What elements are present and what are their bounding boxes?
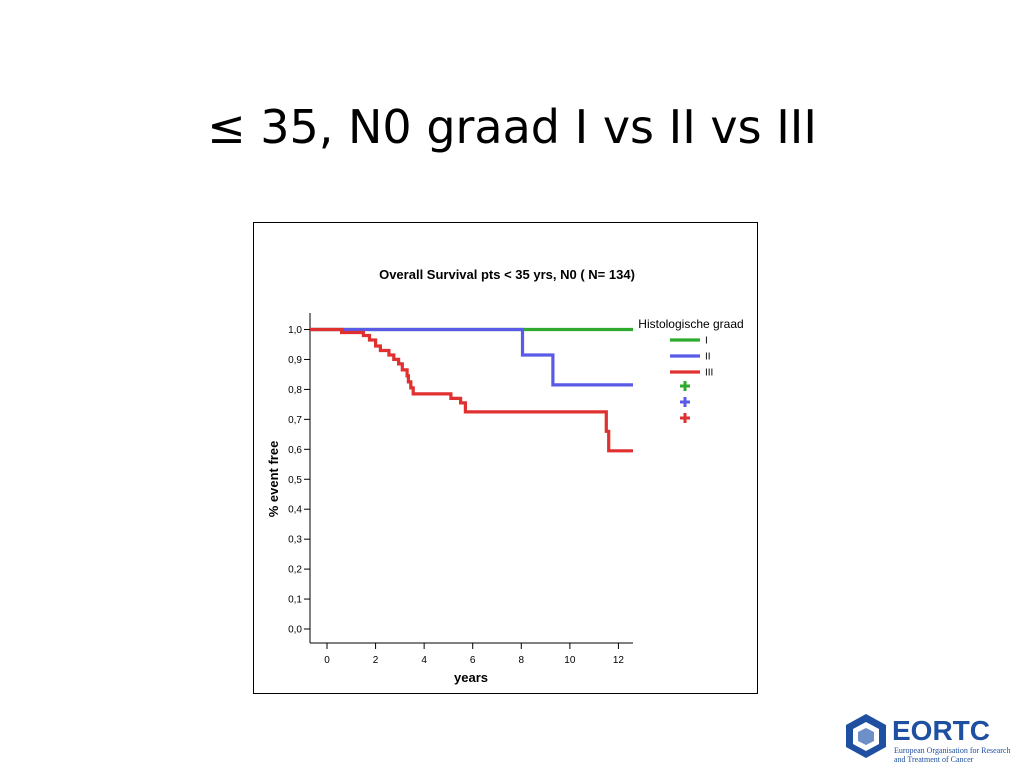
y-tick-label: 0,6 [288,445,302,456]
series-line-II [310,327,633,387]
x-tick-label: 12 [613,655,625,666]
x-tick-label: 6 [470,655,476,666]
chart-title: Overall Survival pts < 35 yrs, N0 ( N= 1… [379,267,635,282]
y-tick-label: 0,1 [288,595,302,606]
slide-title: ≤ 35, N0 graad I vs II vs III [207,100,817,154]
x-tick-label: 2 [373,655,379,666]
series-line-III [310,327,633,453]
y-tick-label: 0,8 [288,385,302,396]
y-tick-label: 0,4 [288,505,302,516]
y-tick-label: 0,3 [288,535,302,546]
legend-label-II: II [705,352,711,363]
km-chart: Overall Survival pts < 35 yrs, N0 ( N= 1… [266,267,744,685]
axes [309,313,633,644]
y-tick-label: 0,9 [288,355,302,366]
x-tick-label: 10 [564,655,576,666]
eortc-logo: EORTC European Organisation for Research… [846,714,1010,764]
x-tick-label: 0 [324,655,330,666]
y-tick-label: 1,0 [288,325,302,336]
eortc-emblem-icon [846,714,886,758]
x-ticks: 0 2 4 6 8 10 12 [324,643,624,666]
x-tick-label: 8 [519,655,525,666]
y-tick-label: 0,7 [288,415,302,426]
censor-plus-icon [680,413,690,423]
censor-plus-icon [680,397,690,407]
series-layer [310,327,633,453]
censor-plus-icon [680,381,690,391]
chart-frame: Overall Survival pts < 35 yrs, N0 ( N= 1… [253,222,758,694]
y-ticks: 0,0 0,1 0,2 0,3 0,4 0,5 0,6 0,7 0,8 0,9 1,0 [288,325,310,636]
y-tick-label: 0,0 [288,625,302,636]
legend-label-III: III [705,368,713,379]
legend-label-I: I [705,336,708,347]
censor-legend [680,381,690,423]
eortc-logo-text: EORTC [892,715,990,746]
x-axis-title: years [454,670,488,685]
y-tick-label: 0,5 [288,475,302,486]
eortc-logo-subtitle-2: and Treatment of Cancer [894,755,974,764]
y-tick-label: 0,2 [288,565,302,576]
legend-title: Histologische graad [638,317,743,331]
eortc-logo-subtitle-1: European Organisation for Research [894,746,1010,755]
y-axis-title: % event free [266,441,281,518]
x-tick-label: 4 [421,655,427,666]
